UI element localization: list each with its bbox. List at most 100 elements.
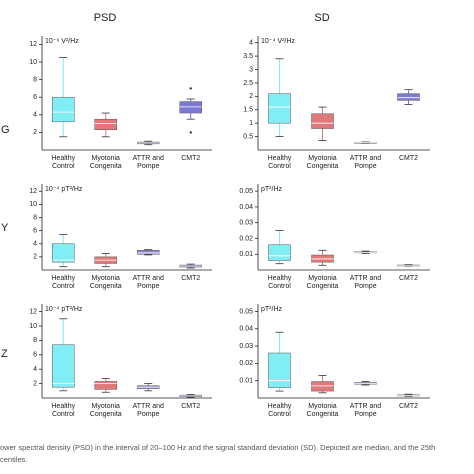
x-tick-label: Control bbox=[268, 411, 291, 418]
caption: centiles. bbox=[0, 455, 28, 464]
y-tick-label: 2 bbox=[33, 254, 37, 261]
y-tick-label: 3.5 bbox=[243, 53, 253, 60]
x-tick-label: Pompe bbox=[137, 163, 159, 170]
y-tick-label: 3 bbox=[249, 66, 253, 73]
y-tick-label: 2 bbox=[33, 129, 37, 136]
x-tick-label: Congenita bbox=[307, 163, 339, 170]
y-tick-label: 0.04 bbox=[239, 204, 253, 211]
y-tick-label: 0.03 bbox=[239, 220, 253, 227]
y-tick-label: 0.02 bbox=[239, 360, 253, 367]
y-tick-label: 2.5 bbox=[243, 80, 253, 87]
box bbox=[179, 101, 202, 114]
box bbox=[137, 250, 160, 255]
box bbox=[311, 381, 334, 392]
x-tick-label: Congenita bbox=[90, 411, 122, 418]
y-tick-label: 0.05 bbox=[239, 188, 253, 195]
x-tick-label: Healthy bbox=[268, 155, 292, 162]
column-title: SD bbox=[314, 12, 329, 24]
y-tick-label: 12 bbox=[29, 41, 37, 48]
y-tick-label: 6 bbox=[33, 94, 37, 101]
column-title: PSD bbox=[94, 12, 117, 24]
x-tick-label: Myotonia bbox=[92, 155, 121, 162]
x-tick-label: Myotonia bbox=[308, 155, 337, 162]
x-tick-label: CMT2 bbox=[399, 403, 418, 410]
x-tick-label: Congenita bbox=[307, 283, 339, 290]
y-tick-label: 4 bbox=[33, 366, 37, 373]
box bbox=[52, 243, 75, 263]
x-tick-label: ATTR and bbox=[350, 403, 381, 410]
outlier bbox=[189, 87, 192, 90]
row-label: Y bbox=[1, 222, 9, 234]
x-tick-label: ATTR and bbox=[133, 403, 164, 410]
x-tick-label: CMT2 bbox=[399, 275, 418, 282]
x-tick-label: Myotonia bbox=[308, 403, 337, 410]
x-tick-label: Congenita bbox=[90, 283, 122, 290]
y-tick-label: 0.01 bbox=[239, 251, 253, 258]
x-tick-label: Pompe bbox=[354, 163, 376, 170]
x-tick-label: Control bbox=[268, 283, 291, 290]
y-tick-label: 10 bbox=[29, 59, 37, 66]
x-tick-label: Healthy bbox=[51, 275, 75, 282]
y-tick-label: 12 bbox=[29, 308, 37, 315]
x-tick-label: Myotonia bbox=[92, 275, 121, 282]
y-tick-label: 10 bbox=[29, 323, 37, 330]
unit-label: 10⁻⁴ pT²/Hz bbox=[45, 186, 83, 193]
y-tick-label: 6 bbox=[33, 227, 37, 234]
x-tick-label: Pompe bbox=[137, 411, 159, 418]
y-tick-label: 4 bbox=[249, 40, 253, 47]
y-tick-label: 12 bbox=[29, 188, 37, 195]
unit-label: pT²/Hz bbox=[261, 306, 283, 313]
box bbox=[94, 381, 117, 390]
x-tick-label: CMT2 bbox=[181, 275, 200, 282]
box bbox=[311, 113, 334, 129]
x-tick-label: Control bbox=[52, 163, 75, 170]
y-tick-label: 10 bbox=[29, 201, 37, 208]
box bbox=[268, 244, 291, 261]
row-label: G bbox=[1, 124, 10, 136]
box bbox=[268, 93, 291, 124]
x-tick-label: Healthy bbox=[51, 403, 75, 410]
unit-label: 10⁻⁴ V²/Hz bbox=[261, 38, 295, 45]
y-tick-label: 8 bbox=[33, 337, 37, 344]
x-tick-label: ATTR and bbox=[133, 275, 164, 282]
x-tick-label: ATTR and bbox=[350, 275, 381, 282]
box bbox=[52, 344, 75, 388]
x-tick-label: Healthy bbox=[268, 403, 292, 410]
x-tick-label: Control bbox=[268, 163, 291, 170]
y-tick-label: 6 bbox=[33, 352, 37, 359]
row-label: Z bbox=[1, 348, 8, 360]
y-tick-label: 0.01 bbox=[239, 378, 253, 385]
y-tick-label: 8 bbox=[33, 76, 37, 83]
x-tick-label: ATTR and bbox=[350, 155, 381, 162]
y-tick-label: 2 bbox=[33, 380, 37, 387]
x-tick-label: ATTR and bbox=[133, 155, 164, 162]
box bbox=[94, 118, 117, 131]
y-tick-label: 0.03 bbox=[239, 343, 253, 350]
box bbox=[52, 96, 75, 123]
unit-label: pT²/Hz bbox=[261, 186, 283, 193]
y-tick-label: 0.02 bbox=[239, 235, 253, 242]
x-tick-label: Control bbox=[52, 411, 75, 418]
outlier bbox=[189, 131, 192, 134]
x-tick-label: CMT2 bbox=[181, 155, 200, 162]
x-tick-label: Myotonia bbox=[92, 403, 121, 410]
y-tick-label: 1.5 bbox=[243, 107, 253, 114]
x-tick-label: Myotonia bbox=[308, 275, 337, 282]
box bbox=[268, 352, 291, 388]
x-tick-label: Control bbox=[52, 283, 75, 290]
y-tick-label: 0.05 bbox=[239, 308, 253, 315]
x-tick-label: Congenita bbox=[307, 411, 339, 418]
x-tick-label: CMT2 bbox=[181, 403, 200, 410]
y-tick-label: 0.5 bbox=[243, 133, 253, 140]
x-tick-label: Healthy bbox=[51, 155, 75, 162]
x-tick-label: Congenita bbox=[90, 163, 122, 170]
x-tick-label: Healthy bbox=[268, 275, 292, 282]
x-tick-label: CMT2 bbox=[399, 155, 418, 162]
y-tick-label: 2 bbox=[249, 93, 253, 100]
y-tick-label: 8 bbox=[33, 214, 37, 221]
x-tick-label: Pompe bbox=[354, 283, 376, 290]
caption: ower spectral density (PSD) in the inter… bbox=[0, 443, 435, 452]
y-tick-label: 4 bbox=[33, 112, 37, 119]
unit-label: 10⁻⁴ pT²/Hz bbox=[45, 306, 83, 313]
